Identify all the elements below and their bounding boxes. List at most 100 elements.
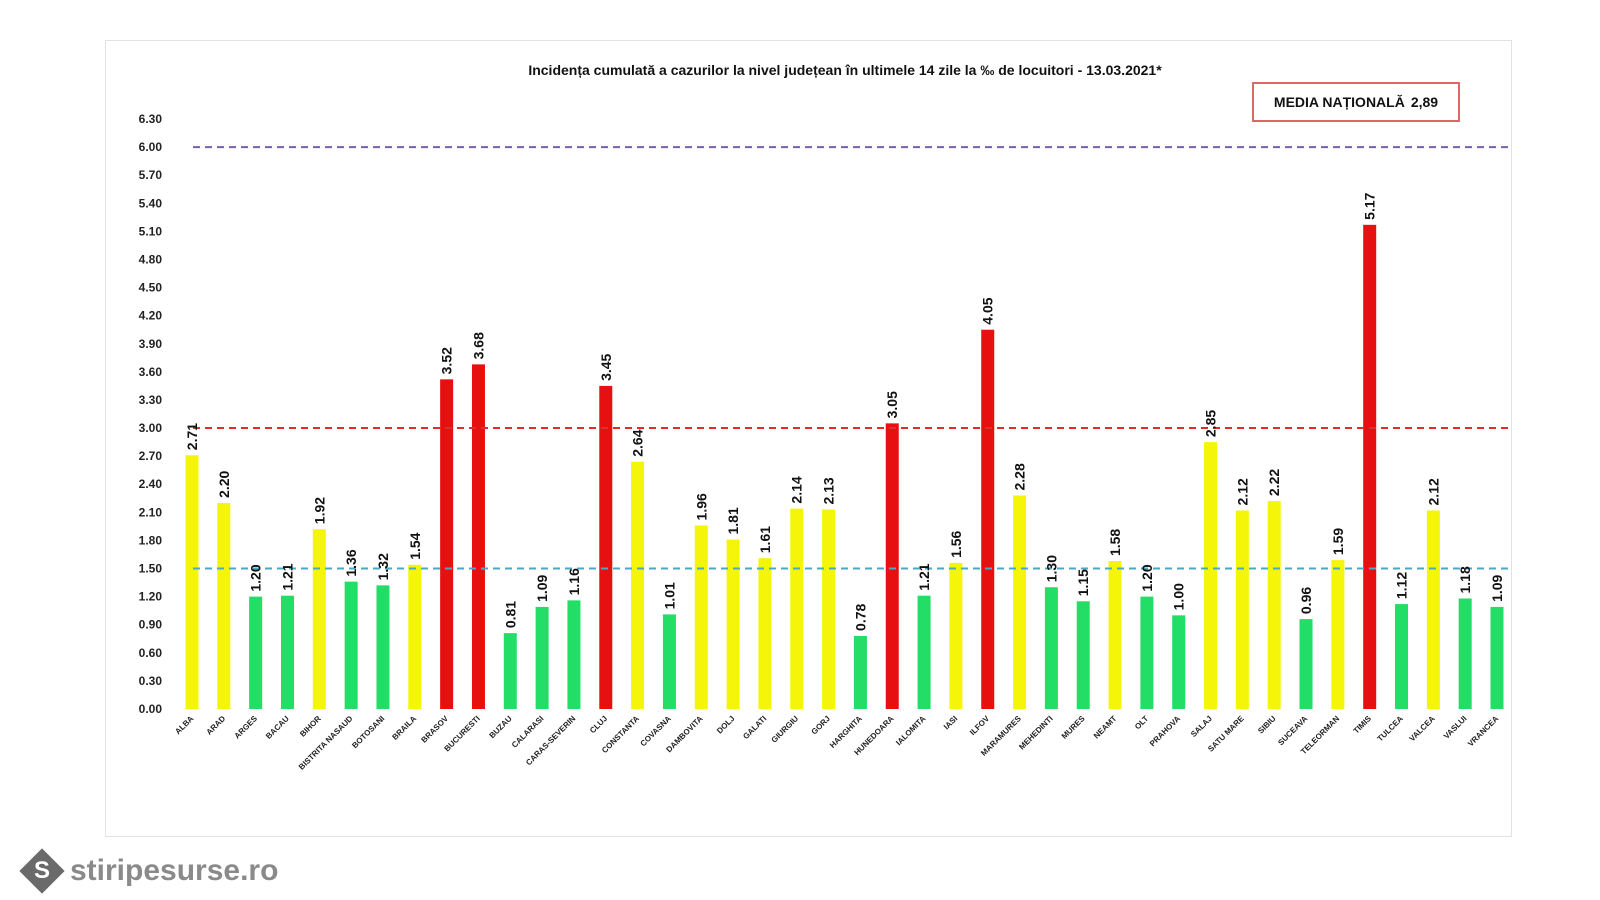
category-label: BACAU bbox=[264, 714, 291, 741]
bar-mehedinti bbox=[1044, 587, 1058, 709]
bar-constanta bbox=[631, 461, 645, 709]
value-label: 1.00 bbox=[1171, 583, 1187, 610]
value-label: 0.96 bbox=[1298, 587, 1314, 614]
value-label: 2.64 bbox=[630, 429, 646, 456]
value-label: 1.20 bbox=[248, 564, 264, 591]
value-label: 1.15 bbox=[1075, 569, 1091, 596]
value-label: 1.92 bbox=[311, 497, 327, 524]
national-average-value: 2,89 bbox=[1410, 94, 1439, 110]
y-tick-label: 4.20 bbox=[139, 309, 163, 323]
value-label: 1.61 bbox=[757, 526, 773, 553]
category-label: IALOMITA bbox=[894, 714, 927, 747]
value-label: 1.16 bbox=[566, 568, 582, 595]
y-tick-label: 1.50 bbox=[139, 562, 163, 576]
y-tick-label: 0.60 bbox=[139, 646, 163, 660]
value-label: 1.09 bbox=[1489, 574, 1505, 601]
chart-title: Incidența cumulată a cazurilor la nivel … bbox=[528, 62, 1162, 78]
category-label: BISTRITA NASAUD bbox=[297, 714, 355, 772]
value-label: 2.28 bbox=[1012, 463, 1028, 490]
y-tick-label: 1.80 bbox=[139, 533, 163, 547]
bar-mures bbox=[1076, 601, 1090, 709]
y-tick-label: 6.30 bbox=[139, 112, 163, 126]
value-label: 2.13 bbox=[821, 477, 837, 504]
value-label: 2.22 bbox=[1266, 469, 1282, 496]
bar-buzau bbox=[503, 633, 517, 709]
bar-botosani bbox=[376, 585, 390, 709]
category-label: BRASOV bbox=[419, 714, 450, 745]
value-label: 1.58 bbox=[1107, 529, 1123, 556]
category-label: BIHOR bbox=[298, 714, 323, 739]
category-label: ALBA bbox=[173, 714, 195, 736]
category-label: VALCEA bbox=[1408, 714, 1437, 743]
y-tick-label: 2.10 bbox=[139, 505, 163, 519]
bar-timis bbox=[1363, 224, 1377, 710]
value-label: 1.21 bbox=[916, 563, 932, 590]
y-tick-label: 5.10 bbox=[139, 224, 163, 238]
bar-arad bbox=[217, 502, 231, 709]
y-tick-label: 4.50 bbox=[139, 281, 163, 295]
value-label: 2.12 bbox=[1234, 478, 1250, 505]
bar-hunedoara bbox=[885, 423, 899, 709]
bar-prahova bbox=[1172, 615, 1186, 709]
value-label: 1.54 bbox=[407, 532, 423, 559]
bar-vaslui bbox=[1458, 598, 1472, 709]
value-label: 1.12 bbox=[1394, 572, 1410, 599]
category-label: SIBIU bbox=[1256, 714, 1278, 736]
value-label: 0.81 bbox=[502, 601, 518, 628]
category-label: TIMIS bbox=[1352, 714, 1374, 736]
value-label: 3.45 bbox=[598, 353, 614, 380]
category-label: TULCEA bbox=[1376, 714, 1405, 743]
value-label: 1.18 bbox=[1457, 566, 1473, 593]
y-tick-label: 1.20 bbox=[139, 590, 163, 604]
category-label: COVASNA bbox=[639, 714, 673, 748]
bar-satu-mare bbox=[1235, 510, 1249, 709]
bar-tulcea bbox=[1395, 604, 1409, 709]
y-tick-label: 5.40 bbox=[139, 196, 163, 210]
bar-ilfov bbox=[981, 329, 995, 709]
y-tick-label: 3.30 bbox=[139, 393, 163, 407]
bar-vrancea bbox=[1490, 606, 1504, 709]
bar-giurgiu bbox=[790, 508, 804, 709]
chart-frame bbox=[105, 40, 1512, 837]
value-label: 3.68 bbox=[470, 332, 486, 359]
category-label: SUCEAVA bbox=[1276, 714, 1309, 747]
value-label: 2.14 bbox=[789, 476, 805, 503]
value-label: 1.32 bbox=[375, 553, 391, 580]
bar-alba bbox=[185, 455, 199, 709]
y-tick-label: 6.00 bbox=[139, 140, 163, 154]
watermark-logo-icon: S bbox=[19, 848, 65, 894]
category-label: MURES bbox=[1060, 714, 1087, 741]
category-label: BRAILA bbox=[390, 714, 418, 742]
category-label: GIURGIU bbox=[770, 714, 801, 745]
category-label: GORJ bbox=[810, 714, 832, 736]
category-label: MEHEDINTI bbox=[1017, 714, 1054, 751]
bar-braila bbox=[408, 564, 422, 709]
y-tick-label: 5.70 bbox=[139, 168, 163, 182]
bar-neamt bbox=[1108, 561, 1122, 709]
value-label: 1.81 bbox=[725, 507, 741, 534]
y-tick-label: 2.40 bbox=[139, 477, 163, 491]
value-label: 1.56 bbox=[948, 530, 964, 557]
national-average-label: MEDIA NAȚIONALĂ bbox=[1273, 94, 1405, 110]
value-label: 2.85 bbox=[1203, 410, 1219, 437]
category-label: GALATI bbox=[741, 714, 768, 741]
category-label: VASLUI bbox=[1442, 714, 1469, 741]
category-label: DOLJ bbox=[715, 714, 736, 735]
watermark-text: stiripesurse.ro bbox=[70, 854, 279, 887]
bar-caras-severin bbox=[567, 600, 581, 709]
category-label: VRANCEA bbox=[1466, 714, 1500, 748]
bar-bacau bbox=[280, 595, 294, 709]
bar-bistrita-nasaud bbox=[344, 581, 358, 709]
category-label: BUZAU bbox=[488, 714, 514, 740]
value-label: 3.52 bbox=[439, 347, 455, 374]
value-label: 1.21 bbox=[279, 563, 295, 590]
bar-arges bbox=[249, 596, 263, 709]
bar-olt bbox=[1140, 596, 1154, 709]
y-tick-label: 4.80 bbox=[139, 252, 163, 266]
value-label: 3.05 bbox=[884, 391, 900, 418]
bar-salaj bbox=[1204, 442, 1218, 709]
bar-harghita bbox=[853, 635, 867, 709]
bar-dambovita bbox=[694, 525, 708, 709]
value-label: 0.78 bbox=[852, 603, 868, 630]
